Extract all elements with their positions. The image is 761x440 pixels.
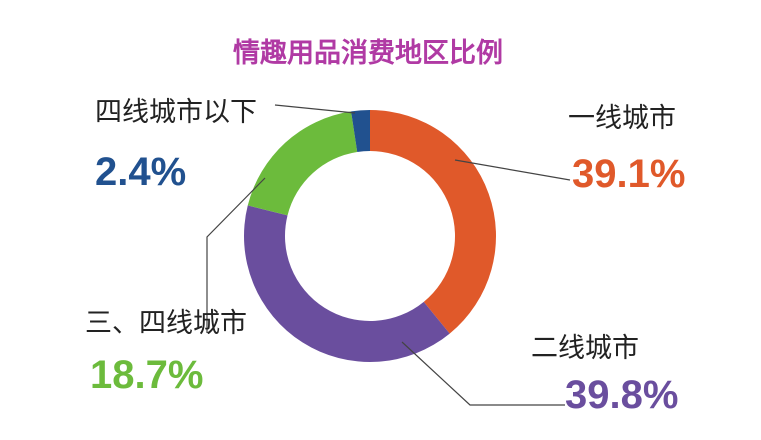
slice-label-tier3-4: 三、四线城市 — [85, 308, 247, 339]
leader-lines — [206, 104, 571, 406]
slice-tier1 — [370, 110, 496, 334]
slice-label-tier1: 一线城市 — [568, 103, 676, 134]
slice-value-tier2: 39.8% — [565, 373, 678, 417]
leader-tier2 — [401, 341, 565, 406]
slice-tier3-4 — [247, 111, 358, 216]
slice-value-tier3-4: 18.7% — [90, 353, 203, 397]
slice-label-below-tier4: 四线城市以下 — [95, 97, 257, 128]
slice-below-tier4 — [351, 110, 370, 152]
leader-below-tier4 — [274, 104, 356, 114]
slice-tier2 — [244, 205, 450, 362]
slice-value-tier1: 39.1% — [572, 152, 685, 196]
slice-value-below-tier4: 2.4% — [95, 150, 186, 194]
donut-slices — [244, 110, 496, 362]
leader-tier1 — [454, 159, 571, 181]
leader-tier3-4 — [206, 177, 266, 333]
chart-title: 情趣用品消费地区比例 — [233, 38, 503, 69]
slice-label-tier2: 二线城市 — [531, 333, 639, 364]
